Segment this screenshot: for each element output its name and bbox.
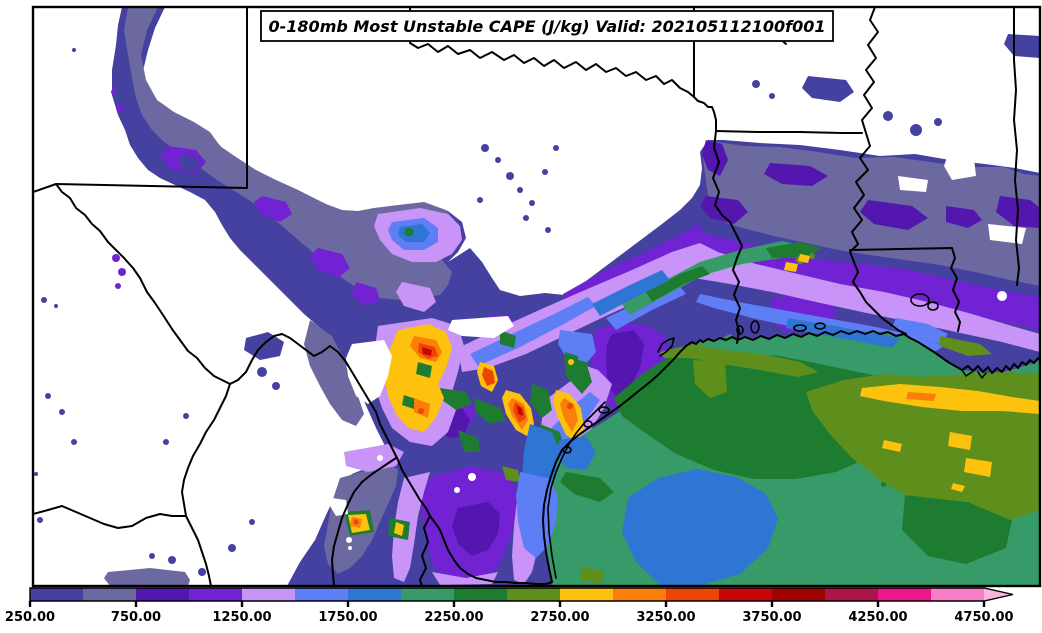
map-title: 0-180mb Most Unstable CAPE (J/kg) Valid:… bbox=[269, 17, 826, 36]
colorbar-tick-label: 3750.00 bbox=[742, 610, 801, 625]
colorbar-tick-label: 2250.00 bbox=[424, 610, 483, 625]
colorbar-segment bbox=[825, 588, 879, 601]
colorbar-arrow bbox=[984, 588, 1013, 601]
galveston-bay bbox=[657, 337, 675, 357]
colorbar-segment bbox=[666, 588, 720, 601]
colorbar-tick-label: 2750.00 bbox=[530, 610, 589, 625]
colorbar-segment bbox=[189, 588, 243, 601]
colorbar-segment bbox=[613, 588, 667, 601]
cape-fill-laguna bbox=[516, 472, 558, 558]
mississippi-river bbox=[849, 7, 907, 335]
border-oklahoma-texas bbox=[409, 7, 695, 98]
cape-green-dashes bbox=[402, 362, 432, 409]
border-texas-louisiana bbox=[712, 130, 743, 344]
colorbar-segment bbox=[30, 588, 84, 601]
colorbar-segment bbox=[719, 588, 773, 601]
colorbar-tick-label: 250.00 bbox=[5, 610, 55, 625]
colorbar-tick-label: 3250.00 bbox=[636, 610, 695, 625]
cape-shading bbox=[33, 7, 1040, 586]
colorbar-tick-label: 4750.00 bbox=[954, 610, 1013, 625]
colorbar-segment bbox=[83, 588, 137, 601]
delta-channels bbox=[961, 369, 987, 379]
colorbar-tick-label: 1750.00 bbox=[318, 610, 377, 625]
colorbar-segment bbox=[348, 588, 402, 601]
colorbar-segment bbox=[136, 588, 190, 601]
colorbar-ticks bbox=[28, 601, 986, 607]
colorbar-segment bbox=[454, 588, 508, 601]
cape-holes bbox=[330, 152, 1030, 550]
barrier-islands bbox=[547, 401, 606, 579]
calcasieu-lake bbox=[750, 320, 760, 334]
colorbar-segment bbox=[560, 588, 614, 601]
colorbar-segment bbox=[931, 588, 985, 601]
cape-fill-1750 bbox=[398, 224, 900, 585]
sabine-lake bbox=[736, 325, 744, 335]
gulf-coastline bbox=[542, 330, 1040, 583]
colorbar-outline bbox=[29, 587, 1014, 602]
colorbar-segment bbox=[295, 588, 349, 601]
colorbar-segment bbox=[401, 588, 455, 601]
border-oklahoma-arkansas bbox=[693, 7, 717, 132]
map-frame bbox=[31, 5, 1042, 588]
lakes bbox=[562, 293, 939, 454]
border-mexico-states-3 bbox=[331, 457, 397, 586]
state-boundaries bbox=[33, 7, 1040, 586]
border-louisiana-mississippi bbox=[849, 247, 961, 332]
border-rio-grande bbox=[55, 183, 553, 585]
border-mississippi-alabama bbox=[1013, 7, 1020, 286]
border-mexico-states-4 bbox=[419, 515, 431, 586]
colorbar-labels: 250.00 750.00 1250.00 1750.00 2250.00 2750.00… bbox=[5, 610, 1014, 625]
lake-pontchartrain bbox=[910, 293, 930, 307]
colorbar-segments bbox=[30, 588, 1013, 601]
border-arkansas-louisiana bbox=[715, 130, 863, 134]
cape-fill-3500 bbox=[422, 347, 523, 416]
title-box: 0-180mb Most Unstable CAPE (J/kg) Valid:… bbox=[260, 10, 834, 42]
colorbar-segment bbox=[772, 588, 826, 601]
colorbar-tick-label: 750.00 bbox=[111, 610, 161, 625]
colorbar-tick-label: 4250.00 bbox=[848, 610, 907, 625]
cape-bullseye-west bbox=[404, 227, 414, 237]
border-mexico-states-2 bbox=[33, 505, 187, 529]
cape-specks bbox=[34, 27, 1040, 576]
colorbar-segment bbox=[242, 588, 296, 601]
border-mexico-states-1 bbox=[181, 383, 231, 586]
colorbar: 250.00 750.00 1250.00 1750.00 2250.00 2750.00… bbox=[5, 587, 1014, 625]
colorbar-segment bbox=[878, 588, 932, 601]
colorbar-segment bbox=[507, 588, 561, 601]
colorbar-tick-label: 1250.00 bbox=[212, 610, 271, 625]
